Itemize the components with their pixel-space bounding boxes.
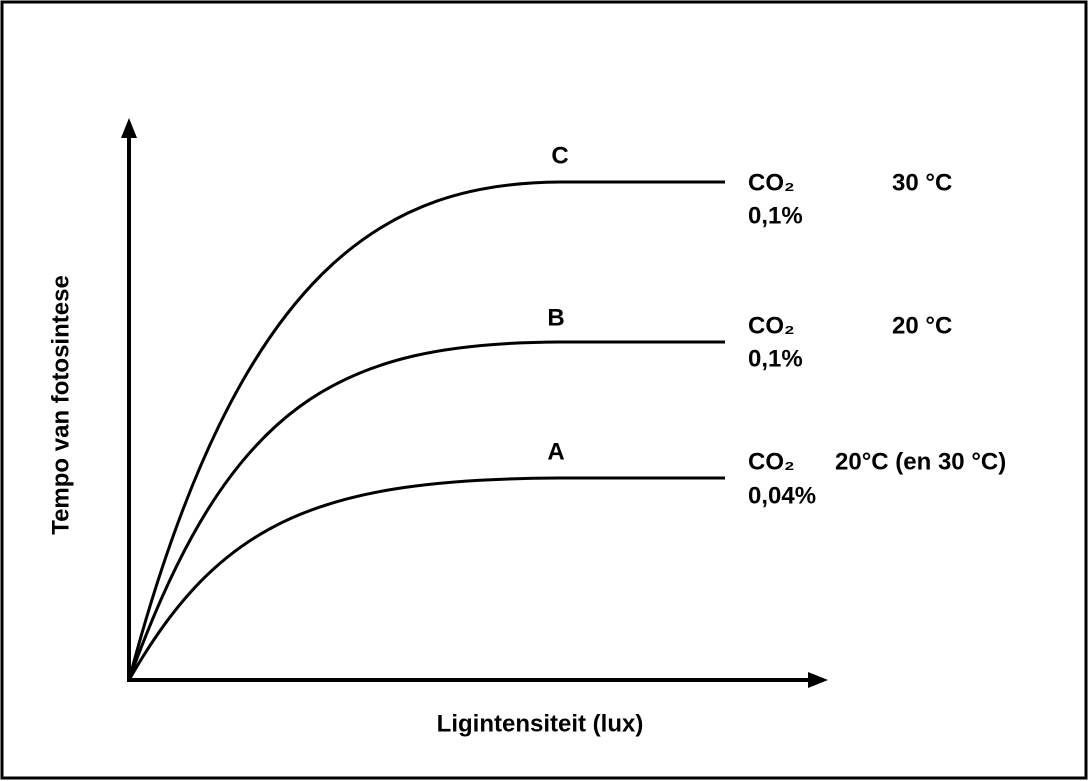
concentration-label: 0,1% [748, 202, 803, 229]
curve-c [127, 180, 725, 681]
x-axis-arrow [808, 672, 828, 688]
gas-label: CO₂ [748, 312, 795, 339]
gas-label: CO₂ [748, 169, 795, 196]
temperature-label: 20 °C [892, 312, 952, 339]
curve-label: C [551, 142, 568, 169]
temperature-label: 30 °C [892, 169, 952, 196]
y-axis-label: Tempo van fotosintese [47, 275, 74, 535]
y-axis-arrow [121, 118, 137, 138]
gas-label: CO₂ [748, 448, 795, 475]
concentration-label: 0,04% [748, 482, 816, 509]
concentration-label: 0,1% [748, 345, 803, 372]
curve-b [127, 340, 725, 681]
x-axis-label: Ligintensiteit (lux) [437, 710, 644, 737]
curve-a [127, 476, 725, 681]
curve-label: B [547, 304, 564, 331]
curve-label: A [547, 438, 564, 465]
temperature-label: 20°C (en 30 °C) [835, 448, 1006, 475]
